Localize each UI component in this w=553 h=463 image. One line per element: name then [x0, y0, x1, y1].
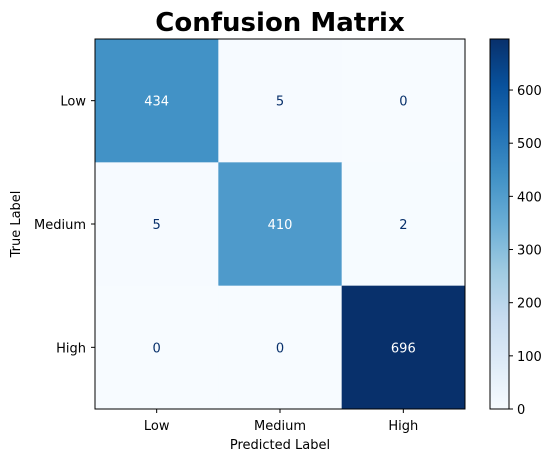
colorbar-tick-label: 400: [517, 190, 542, 205]
y-tick-label: Medium: [34, 218, 86, 233]
cell-value-label: 434: [144, 95, 169, 110]
colorbar-tick-label: 100: [517, 350, 542, 365]
x-tick-label: Low: [144, 419, 170, 434]
matrix-cell: [218, 39, 343, 163]
cell-value-label: 2: [399, 218, 407, 233]
colorbar-tick-label: 300: [517, 244, 542, 259]
colorbar: [489, 38, 510, 410]
colorbar-tick-label: 600: [517, 84, 542, 99]
x-axis-label: Predicted Label: [230, 438, 330, 453]
cell-value-label: 0: [276, 341, 284, 356]
cell-value-label: 696: [391, 341, 416, 356]
cell-value-label: 410: [268, 218, 293, 233]
colorbar-ticks: 0 100 200 300 400 500 600: [509, 84, 542, 418]
matrix-cell-labels: 434 5 0 5 410 2 0 0 696: [144, 95, 415, 357]
y-axis-label: True Label: [9, 191, 24, 259]
x-tick-label: Medium: [254, 419, 306, 434]
chart-title: Confusion Matrix: [155, 8, 405, 38]
x-axis-ticks: Low Medium High: [144, 409, 418, 434]
y-tick-label: Low: [60, 95, 86, 110]
cell-value-label: 5: [276, 95, 284, 110]
cell-value-label: 0: [399, 95, 407, 110]
colorbar-tick-label: 0: [517, 403, 525, 418]
y-axis-ticks: Low Medium High: [34, 95, 95, 356]
matrix-cell: [95, 39, 219, 163]
matrix-cell: [95, 285, 219, 410]
colorbar-tick-label: 200: [517, 297, 542, 312]
matrix-cell: [218, 285, 343, 410]
matrix-cell: [341, 162, 466, 287]
matrix-cell: [341, 285, 466, 410]
matrix-cell: [95, 162, 219, 287]
x-tick-label: High: [388, 419, 418, 434]
cell-value-label: 0: [153, 341, 161, 356]
colorbar-tick-label: 500: [517, 137, 542, 152]
matrix-cell: [341, 39, 466, 163]
matrix-cells: [95, 39, 466, 410]
y-tick-label: High: [56, 341, 86, 356]
cell-value-label: 5: [153, 218, 161, 233]
matrix-cell: [218, 162, 343, 287]
